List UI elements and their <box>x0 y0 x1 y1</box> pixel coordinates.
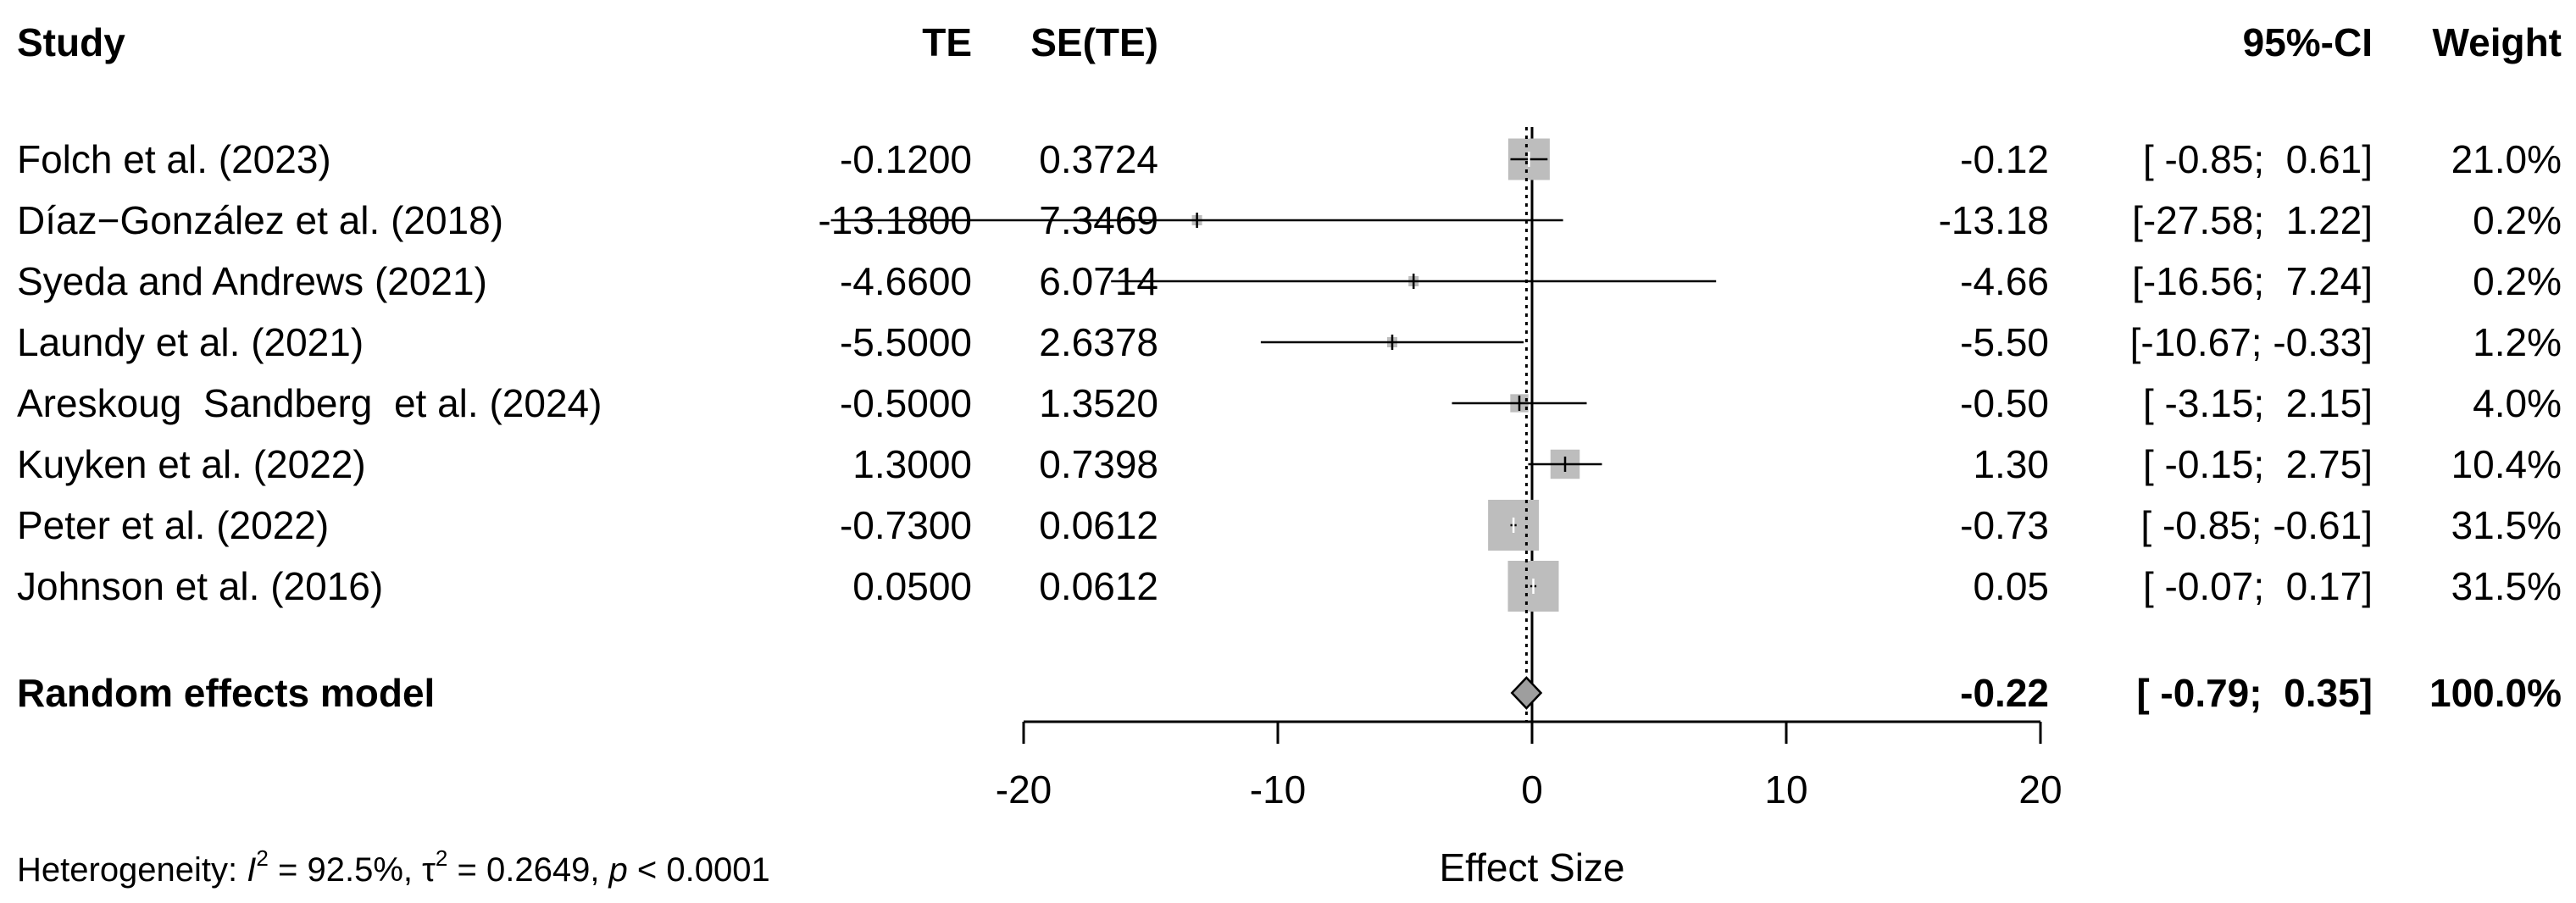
study-weight: 1.2% <box>2473 320 2562 364</box>
pooled-diamond <box>1510 676 1543 710</box>
heterogeneity-text: Heterogeneity: I2 = 92.5%, τ2 = 0.2649, … <box>17 845 770 889</box>
study-ci: [-16.56; 7.24] <box>2132 259 2373 303</box>
het-p-value: < 0.0001 <box>628 851 770 889</box>
study-se: 1.3520 <box>1039 381 1158 425</box>
x-tick-label: 0 <box>1521 767 1543 812</box>
study-name: Syeda and Andrews (2021) <box>17 259 487 303</box>
study-estimate: -0.50 <box>1960 381 2049 425</box>
het-i2-sup: 2 <box>256 845 268 871</box>
study-te: -0.7300 <box>840 503 972 547</box>
study-ci: [ -3.15; 2.15] <box>2143 381 2373 425</box>
study-name: Laundy et al. (2021) <box>17 320 364 364</box>
forest-marks <box>830 127 1717 722</box>
header-ci: 95%-CI <box>2243 20 2373 64</box>
study-name: Johnson et al. (2016) <box>17 564 383 608</box>
study-estimate: -13.18 <box>1939 198 2049 242</box>
study-ci: [ -0.07; 0.17] <box>2143 564 2373 608</box>
study-te: -0.5000 <box>840 381 972 425</box>
x-axis: -20 -10 0 10 20 <box>996 720 2062 812</box>
study-ci: [-27.58; 1.22] <box>2132 198 2373 242</box>
x-tick-label: -10 <box>1250 767 1306 812</box>
study-name: Peter et al. (2022) <box>17 503 329 547</box>
study-rows: Folch et al. (2023) -0.1200 0.3724 -0.12 [ -… <box>17 137 2562 608</box>
study-te: -5.5000 <box>840 320 972 364</box>
x-tick-label: 10 <box>1764 767 1807 812</box>
het-p-symbol: p <box>608 851 628 889</box>
study-name: Díaz−González et al. (2018) <box>17 198 503 242</box>
study-te: 0.0500 <box>852 564 972 608</box>
study-weight: 31.5% <box>2451 503 2562 547</box>
x-tick-label: 20 <box>2018 767 2062 812</box>
het-tau-sup: 2 <box>436 845 447 871</box>
pooled-ci: [ -0.79; 0.35] <box>2136 671 2373 715</box>
study-ci: [ -0.15; 2.75] <box>2143 442 2373 486</box>
study-estimate: -4.66 <box>1960 259 2049 303</box>
pooled-label: Random effects model <box>17 671 435 715</box>
x-tick-label: -20 <box>996 767 1052 812</box>
pooled-weight: 100.0% <box>2429 671 2562 715</box>
header-te: TE <box>922 20 972 64</box>
study-estimate: -5.50 <box>1960 320 2049 364</box>
study-weight: 4.0% <box>2473 381 2562 425</box>
study-se: 0.0612 <box>1039 503 1158 547</box>
header-weight: Weight <box>2433 20 2562 64</box>
study-ci: [ -0.85; -0.61] <box>2140 503 2373 547</box>
study-te: 1.3000 <box>852 442 972 486</box>
study-estimate: 1.30 <box>1973 442 2049 486</box>
x-axis-label: Effect Size <box>1439 845 1624 889</box>
study-se: 0.3724 <box>1039 137 1158 181</box>
study-estimate: 0.05 <box>1973 564 2049 608</box>
study-estimate: -0.73 <box>1960 503 2049 547</box>
study-weight: 0.2% <box>2473 259 2562 303</box>
study-weight: 31.5% <box>2451 564 2562 608</box>
study-estimate: -0.12 <box>1960 137 2049 181</box>
study-se: 2.6378 <box>1039 320 1158 364</box>
het-i2-value: = 92.5%, <box>269 851 422 889</box>
pooled-estimate: -0.22 <box>1960 671 2049 715</box>
study-weight: 0.2% <box>2473 198 2562 242</box>
study-ci: [ -0.85; 0.61] <box>2143 137 2373 181</box>
study-name: Areskoug Sandberg et al. (2024) <box>17 381 602 425</box>
het-tau-symbol: τ <box>422 851 436 889</box>
header-study: Study <box>17 20 125 64</box>
study-name: Kuyken et al. (2022) <box>17 442 366 486</box>
study-weight: 10.4% <box>2451 442 2562 486</box>
study-se: 0.0612 <box>1039 564 1158 608</box>
study-ci: [-10.67; -0.33] <box>2130 320 2373 364</box>
study-name: Folch et al. (2023) <box>17 137 331 181</box>
study-te: -0.1200 <box>840 137 972 181</box>
study-weight: 21.0% <box>2451 137 2562 181</box>
header-se: SE(TE) <box>1030 20 1158 64</box>
het-tau-value: = 0.2649, <box>447 851 608 889</box>
het-i2-symbol: I <box>247 851 256 889</box>
het-prefix: Heterogeneity: <box>17 851 247 889</box>
study-se: 0.7398 <box>1039 442 1158 486</box>
study-te: -4.6600 <box>840 259 972 303</box>
